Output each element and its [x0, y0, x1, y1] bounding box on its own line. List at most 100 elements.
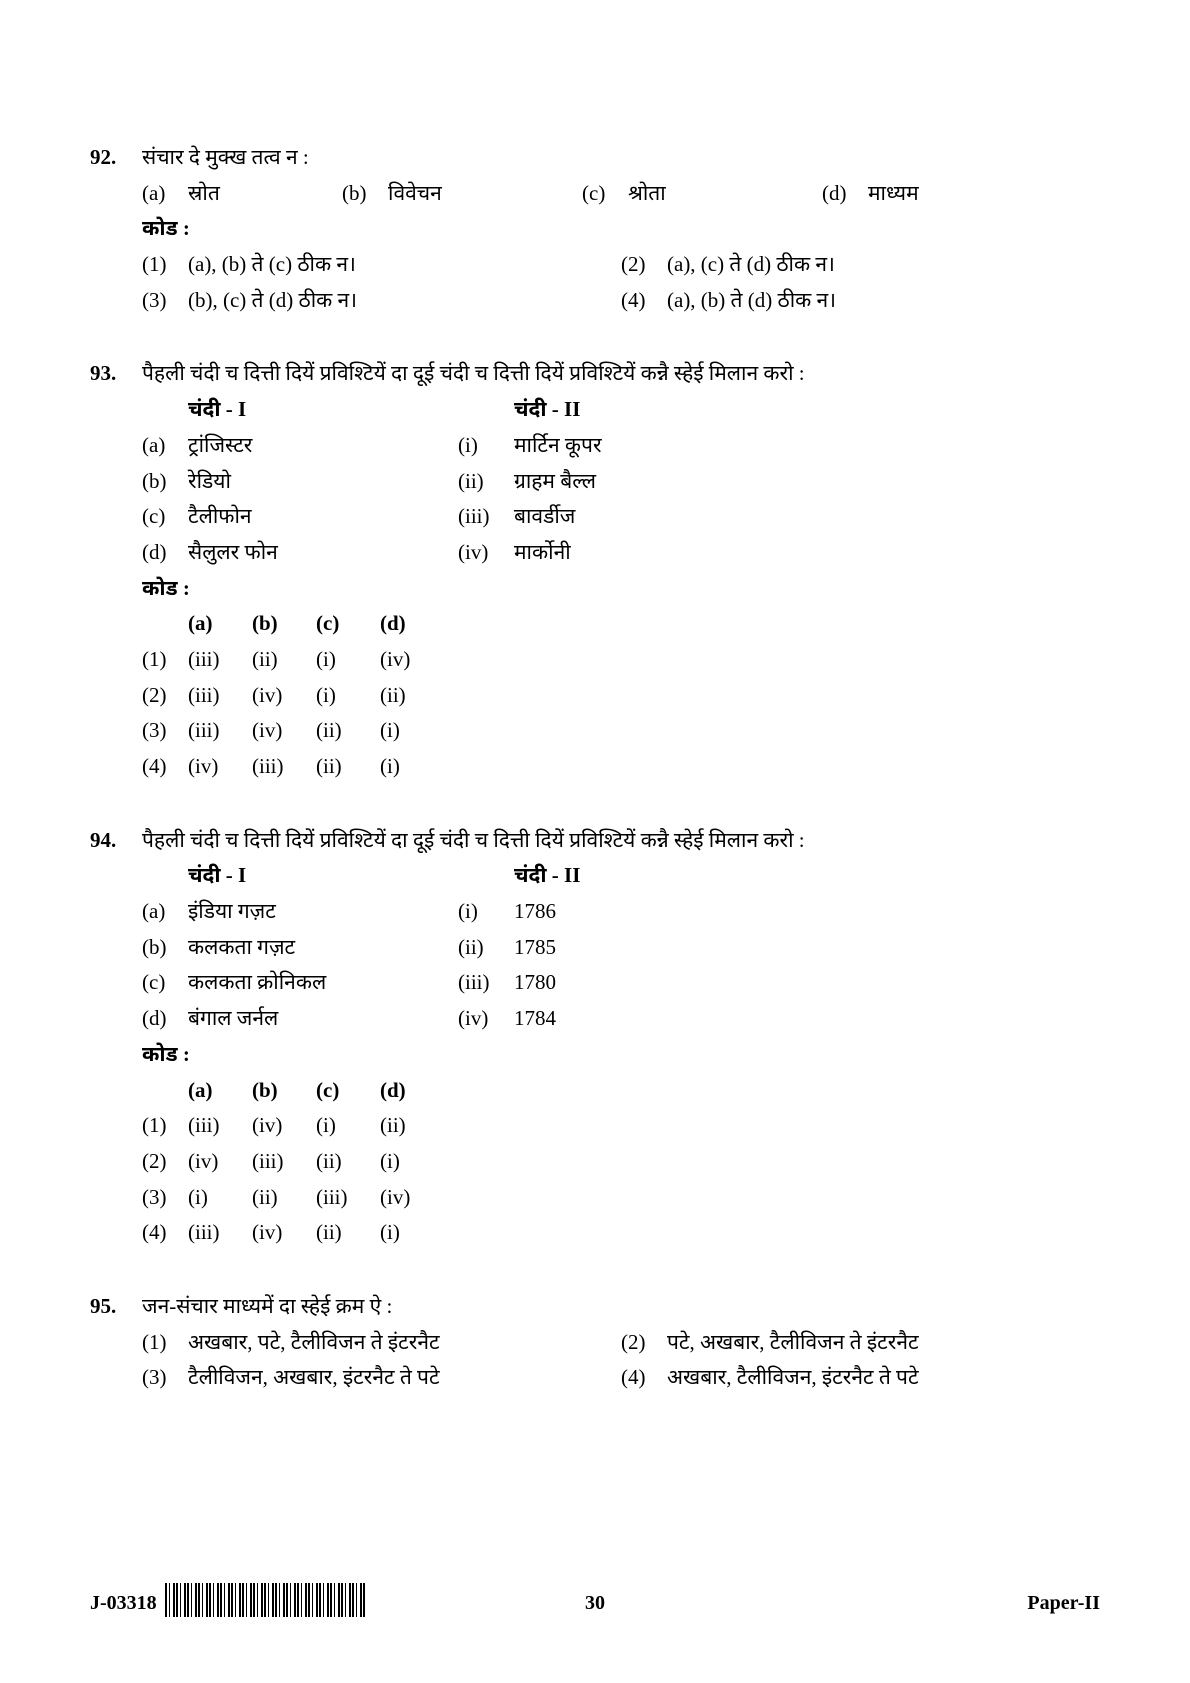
- question-text: पैहली चंदी च दित्ती दियें प्रविश्टियें द…: [142, 823, 1100, 859]
- question-95: 95. जन-संचार माध्यमें दा स्हेई क्रम ऐ : …: [90, 1289, 1100, 1396]
- match-right-value: बावर्डीज: [514, 499, 575, 535]
- code-cell: (iv): [380, 1180, 444, 1216]
- match-right-value: 1786: [514, 894, 556, 930]
- question-93: 93. पैहली चंदी च दित्ती दियें प्रविश्टिय…: [90, 356, 1100, 784]
- code-cell: (ii): [316, 1215, 380, 1251]
- match-right-label: (iii): [458, 499, 514, 535]
- option-value: (a), (b) ते (d) ठीक न।: [667, 283, 836, 319]
- item-label: (b): [342, 176, 388, 212]
- code-cell: (iii): [188, 1215, 252, 1251]
- code-header-cell: (d): [380, 606, 444, 642]
- code-cell: (i): [316, 678, 380, 714]
- question-text: पैहली चंदी च दित्ती दियें प्रविश्टियें द…: [142, 356, 1100, 392]
- item-label: (c): [582, 176, 628, 212]
- item-value: विवेचन: [388, 176, 442, 212]
- item-value: स्रोत: [188, 176, 220, 212]
- code-header-cell: (a): [188, 606, 252, 642]
- code-cell: (i): [380, 749, 444, 785]
- match-left-value: टैलीफोन: [188, 499, 458, 535]
- code-cell: (iii): [188, 713, 252, 749]
- question-number: 94.: [90, 823, 142, 859]
- option-label: (1): [142, 1325, 188, 1361]
- match-right-value: 1780: [514, 965, 556, 1001]
- code-cell: (iv): [188, 749, 252, 785]
- code-cell: (iv): [252, 713, 316, 749]
- code-cell: (i): [188, 1180, 252, 1216]
- code-cell: (3): [142, 1180, 188, 1216]
- page-number: 30: [585, 1592, 605, 1615]
- question-text: जन-संचार माध्यमें दा स्हेई क्रम ऐ :: [142, 1289, 1100, 1325]
- code-cell: (4): [142, 1215, 188, 1251]
- option-label: (3): [142, 283, 188, 319]
- code-cell: (i): [380, 713, 444, 749]
- match-right-value: ग्राहम बैल्ल: [514, 464, 596, 500]
- option-label: (4): [621, 1360, 667, 1396]
- match-left-value: रेडियो: [188, 464, 458, 500]
- option-value: पटे, अखबार, टैलीविजन ते इंटरनैट: [667, 1325, 919, 1361]
- code-cell: (1): [142, 1108, 188, 1144]
- code-cell: (3): [142, 713, 188, 749]
- code-cell: (ii): [380, 1108, 444, 1144]
- question-94: 94. पैहली चंदी च दित्ती दियें प्रविश्टिय…: [90, 823, 1100, 1251]
- code-cell: (iii): [252, 1144, 316, 1180]
- code-cell: (iv): [380, 642, 444, 678]
- code-cell: (2): [142, 1144, 188, 1180]
- match-left-label: (c): [142, 965, 188, 1001]
- option-label: (4): [621, 283, 667, 319]
- match-left-value: ट्रांजिस्टर: [188, 428, 458, 464]
- code-cell: (iv): [252, 678, 316, 714]
- match-right-label: (ii): [458, 930, 514, 966]
- match-right-label: (i): [458, 428, 514, 464]
- match-right-label: (i): [458, 894, 514, 930]
- code-cell: (i): [316, 1108, 380, 1144]
- code-cell: (2): [142, 678, 188, 714]
- code-cell: (iii): [188, 642, 252, 678]
- match-right-value: मार्कोनी: [514, 535, 571, 571]
- question-text: संचार दे मुक्ख तत्व न :: [142, 140, 1100, 176]
- code-header-cell: (c): [316, 1073, 380, 1109]
- code-cell: (ii): [252, 1180, 316, 1216]
- question-number: 93.: [90, 356, 142, 392]
- match-left-label: (b): [142, 464, 188, 500]
- code-header-cell: [142, 1073, 188, 1109]
- match-left-value: कलकता क्रोनिकल: [188, 965, 458, 1001]
- option-value: (b), (c) ते (d) ठीक न।: [188, 283, 357, 319]
- code-label: कोड :: [142, 571, 1100, 607]
- code-cell: (i): [316, 642, 380, 678]
- option-value: अखबार, पटे, टैलीविजन ते इंटरनैट: [188, 1325, 440, 1361]
- question-number: 92.: [90, 140, 142, 176]
- code-cell: (i): [380, 1215, 444, 1251]
- match-right-label: (iv): [458, 535, 514, 571]
- match-left-value: बंगाल जर्नल: [188, 1001, 458, 1037]
- option-value: अखबार, टैलीविजन, इंटरनैट ते पटे: [667, 1360, 919, 1396]
- item-row: (a) स्रोत (b) विवेचन (c) श्रोता (d) माध्…: [142, 176, 1100, 212]
- column-header-right: चंदी - II: [514, 858, 580, 894]
- code-cell: (ii): [316, 1144, 380, 1180]
- item-label: (a): [142, 176, 188, 212]
- match-right-value: 1785: [514, 930, 556, 966]
- option-value: टैलीविजन, अखबार, इंटरनैट ते पटे: [188, 1360, 440, 1396]
- match-left-label: (d): [142, 1001, 188, 1037]
- question-92: 92. संचार दे मुक्ख तत्व न : (a) स्रोत (b…: [90, 140, 1100, 318]
- match-left-label: (a): [142, 894, 188, 930]
- match-left-label: (b): [142, 930, 188, 966]
- match-right-value: मार्टिन कूपर: [514, 428, 602, 464]
- option-label: (3): [142, 1360, 188, 1396]
- code-header-cell: (b): [252, 1073, 316, 1109]
- match-right-label: (iv): [458, 1001, 514, 1037]
- match-left-value: इंडिया गज़ट: [188, 894, 458, 930]
- item-label: (d): [822, 176, 868, 212]
- code-table: (a) (b) (c) (d) (1)(iii)(iv)(i)(ii) (2)(…: [142, 1073, 1100, 1251]
- option-label: (2): [621, 1325, 667, 1361]
- match-right-label: (ii): [458, 464, 514, 500]
- item-value: माध्यम: [868, 176, 919, 212]
- code-cell: (1): [142, 642, 188, 678]
- match-left-value: सैलुलर फोन: [188, 535, 458, 571]
- column-header-left: चंदी - I: [188, 392, 458, 428]
- code-cell: (ii): [316, 749, 380, 785]
- code-cell: (iii): [188, 678, 252, 714]
- paper-label: Paper-II: [1027, 1592, 1100, 1615]
- item-value: श्रोता: [628, 176, 666, 212]
- code-cell: (iv): [252, 1215, 316, 1251]
- option-value: (a), (c) ते (d) ठीक न।: [667, 247, 835, 283]
